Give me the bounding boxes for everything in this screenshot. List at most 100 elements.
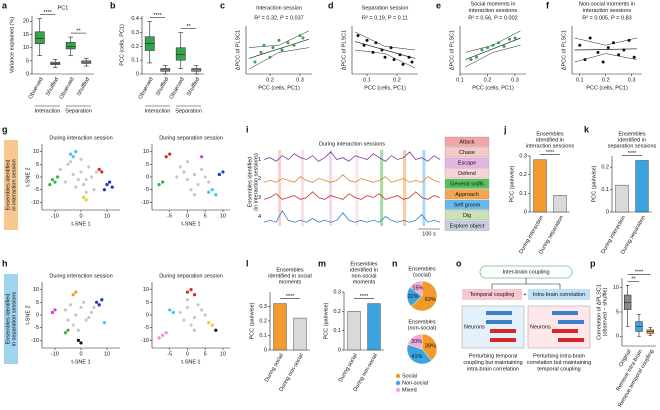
y-tick-label: 5 [36, 162, 39, 168]
confidence-band [465, 44, 521, 68]
point [66, 162, 70, 166]
plot-title: During separation session [159, 273, 223, 279]
category-label: Observed [138, 77, 155, 101]
point [203, 175, 207, 179]
x-tick-label: 0.2 [393, 77, 401, 83]
panel-letter: p [590, 258, 596, 268]
point [185, 298, 190, 302]
point [189, 323, 193, 327]
panel-title: Interaction session [256, 5, 302, 11]
x-axis-label: PCC (cells, PC1) [586, 85, 628, 91]
point [280, 48, 284, 52]
panel-letter: l [246, 258, 249, 268]
point [356, 34, 360, 38]
panel-title: interaction sessions [469, 8, 518, 14]
point [292, 43, 296, 47]
point [161, 180, 165, 184]
significance: **** [43, 10, 52, 16]
neuron-bar [486, 311, 512, 315]
panel-letter: f [546, 0, 550, 10]
confidence-band [574, 53, 637, 63]
x-axis-label: PCC (cells, PC1) [258, 85, 300, 91]
point [161, 333, 165, 337]
panel-letter: h [2, 258, 8, 268]
point [185, 160, 190, 164]
point [214, 328, 218, 332]
point [588, 36, 592, 40]
track-label: 2 [258, 176, 261, 182]
legend-label: Attack [459, 139, 475, 145]
point [374, 41, 378, 45]
pie-slice [406, 344, 432, 365]
x-tick-label: 0 [186, 213, 189, 219]
behavior-shade [329, 150, 333, 226]
diagram-title: Inter-brain coupling [502, 269, 549, 275]
y-axis-label: ΔPCC of PLSC1 [235, 30, 241, 70]
y-tick-label: 5 [146, 300, 149, 306]
point [371, 50, 375, 54]
y-tick-label: 0.1 [259, 333, 267, 339]
point [298, 34, 302, 38]
y-tick-label: 0.1 [601, 187, 609, 193]
category-label: During social [338, 353, 359, 384]
neuron-bar [490, 329, 516, 333]
point [200, 167, 204, 171]
caption: Perturbing temporal [469, 353, 517, 359]
x-axis-label: PCC (cells, PC1) [472, 85, 514, 91]
point [469, 58, 473, 62]
point [207, 321, 211, 325]
panel-title: During interaction sessions [319, 141, 385, 147]
x-tick-label: 0.1 [576, 77, 584, 83]
point [74, 150, 78, 154]
point [87, 315, 91, 320]
point [89, 175, 93, 179]
y-axis-label: PCC (pairwise) [323, 302, 329, 339]
y-tick-label: 10 [33, 287, 39, 293]
plot-title: During interaction session [49, 135, 112, 141]
point [486, 46, 489, 50]
point [259, 50, 263, 54]
point [611, 41, 615, 45]
point [79, 157, 83, 161]
point [398, 53, 402, 57]
y-tick-label: -10 [141, 200, 149, 206]
legend-dot [395, 387, 401, 393]
point [102, 188, 106, 192]
pie-title: (non-social) [408, 325, 437, 331]
point [365, 38, 369, 42]
y-axis-label: Ensembles identified [247, 157, 253, 208]
point [262, 43, 266, 47]
point [627, 38, 631, 42]
panel-title: identified in [350, 267, 378, 273]
y-tick-label: 10 [23, 45, 29, 51]
significance: ** [631, 277, 636, 283]
panel-letter: i [246, 124, 249, 134]
x-axis-label: t-SNE 1 [181, 221, 200, 227]
point [74, 290, 78, 294]
point [203, 313, 207, 317]
x-axis-label: t-SNE 1 [71, 221, 90, 227]
category-label: Shuffled [155, 77, 170, 97]
y-tick-label: 0 [146, 174, 149, 180]
point [407, 55, 411, 59]
point [182, 318, 186, 322]
y-axis-label: ΔPCC of PLSC1 [561, 30, 567, 70]
behavior-shade [422, 150, 426, 226]
point [82, 300, 86, 304]
significance: **** [635, 270, 644, 276]
significance: **** [153, 13, 162, 19]
point [508, 37, 511, 41]
x-tick-label: 0.3 [628, 77, 636, 83]
point [207, 190, 211, 194]
point [217, 172, 221, 177]
point [76, 328, 80, 332]
point [221, 170, 225, 174]
statistic: R² = 0.56, P = 0.002 [468, 15, 517, 21]
pie-title: (social) [413, 272, 431, 278]
diagram-right-box [528, 289, 590, 300]
track-label: 4 [258, 214, 261, 220]
fit-line [574, 48, 637, 51]
scale-label: 100 s [422, 231, 436, 237]
point [84, 318, 88, 322]
legend-label: Chase [459, 150, 475, 156]
